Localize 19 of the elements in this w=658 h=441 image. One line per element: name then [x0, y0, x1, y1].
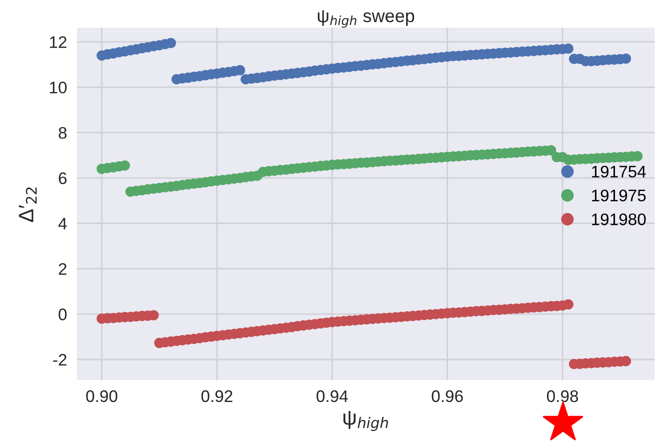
legend-label: 191975	[592, 190, 646, 202]
legend-label: 191754	[592, 166, 646, 178]
x-tick-label: 0.98	[546, 390, 578, 402]
y-tick-label: 8	[58, 127, 67, 139]
y-tick-label: 6	[58, 172, 67, 184]
y-tick-label: 4	[58, 218, 67, 230]
y-tick-label: 2	[58, 263, 66, 275]
x-tick-label: 0.96	[432, 390, 463, 402]
y-tick-label: 0	[58, 308, 67, 320]
x-tick-label: 0.90	[86, 390, 118, 402]
chart-title: ψ$_{high}$ sweep	[318, 10, 414, 28]
y-tick-label: -2	[53, 354, 66, 366]
y-tick-label: 12	[50, 36, 66, 48]
x-tick-label: 0.94	[316, 390, 348, 402]
y-axis-title: Δ′$_{22}$	[18, 187, 37, 222]
y-tick-label: 10	[50, 82, 67, 94]
x-tick-label: 0.92	[201, 390, 232, 402]
x-axis-title: ψ$_{high}$	[343, 410, 388, 432]
legend-label: 191980	[592, 213, 646, 226]
